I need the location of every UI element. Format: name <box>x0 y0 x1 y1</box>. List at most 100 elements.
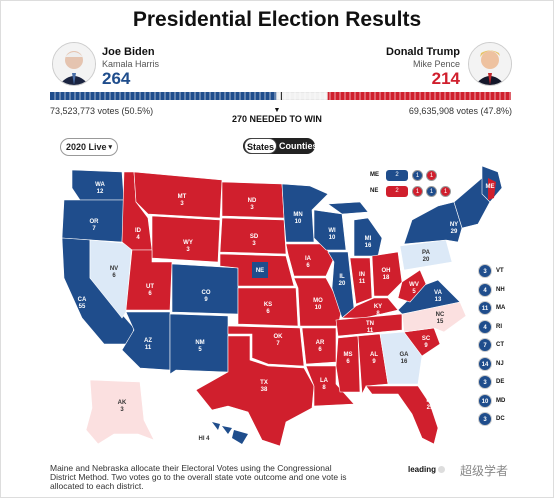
state-wy[interactable]: WY3 <box>151 215 221 263</box>
view-counties-button[interactable]: Counties <box>279 141 315 151</box>
state-ks-ev: 6 <box>266 309 270 315</box>
split-me-label: ME <box>370 172 379 178</box>
state-mo-label: MO <box>313 298 323 304</box>
state-wy-label: WY <box>183 240 193 246</box>
state-sc-label: SC <box>422 336 431 342</box>
small-state-ev-ma[interactable]: 11 <box>478 301 492 315</box>
state-nc-ev: 15 <box>437 319 444 325</box>
state-nd-label: ND <box>248 198 257 204</box>
small-state-ev-ri[interactable]: 4 <box>478 319 492 334</box>
state-or[interactable]: OR7 <box>61 199 125 243</box>
state-tx-label: TX <box>260 380 268 386</box>
small-state-ev-nj[interactable]: 14 <box>478 356 492 371</box>
dem-electoral-votes: 264 <box>102 69 131 88</box>
biden-avatar <box>52 42 96 86</box>
state-me-label: ME <box>486 184 495 190</box>
small-state-ev-nh[interactable]: 4 <box>478 282 492 297</box>
bar-dem-fill <box>50 92 277 100</box>
small-state-label-dc: DC <box>496 416 505 422</box>
state-la-label: LA <box>320 378 329 384</box>
state-mt-label: MT <box>178 194 187 200</box>
view-states-button[interactable]: States <box>244 138 277 154</box>
state-nm-ev: 5 <box>198 347 202 353</box>
state-ca-label: CA <box>78 297 87 303</box>
state-wv[interactable]: WV5 <box>397 269 427 303</box>
needed-to-win-label: ▼ 270 NEEDED TO WIN <box>232 107 322 124</box>
state-oh-ev: 18 <box>383 275 390 281</box>
state-tx-ev: 38 <box>261 387 268 393</box>
state-ne[interactable]: NE <box>219 253 295 287</box>
state-il-ev: 20 <box>339 281 346 287</box>
state-nd[interactable]: ND3 <box>221 181 285 219</box>
state-ny-label: NY <box>450 222 458 228</box>
split-me-district-2: 1 <box>426 170 437 181</box>
state-ak[interactable]: AK3 <box>85 379 155 445</box>
state-fl-label: FL <box>426 398 434 404</box>
state-or-label: OR <box>90 219 100 225</box>
state-ar[interactable]: AR6 <box>301 327 337 365</box>
view-toggle[interactable]: States Counties <box>243 138 315 154</box>
state-ms[interactable]: MS6 <box>335 335 361 393</box>
state-al-ev: 9 <box>372 359 376 365</box>
small-state-ev-md[interactable]: 10 <box>478 393 492 408</box>
state-sd[interactable]: SD3 <box>219 217 287 255</box>
small-state-ev-de[interactable]: 3 <box>478 375 492 389</box>
state-co[interactable]: CO9 <box>171 263 239 315</box>
state-nm[interactable]: NM5 <box>169 313 229 375</box>
rep-running-mate: Mike Pence <box>412 59 460 69</box>
split-ne-chip: 2 <box>386 186 408 197</box>
state-ks-label: KS <box>264 302 272 308</box>
split-ne-district-1: 1 <box>412 186 423 197</box>
state-hi[interactable]: HI 4 <box>198 422 248 444</box>
state-wa-label: WA <box>95 182 105 188</box>
state-ut-label: UT <box>146 284 154 290</box>
bar-background <box>50 92 511 100</box>
trump-avatar <box>468 42 512 86</box>
state-ky-ev: 8 <box>376 311 380 317</box>
dem-running-mate: Kamala Harris <box>102 59 160 69</box>
state-me[interactable]: ME <box>481 165 503 203</box>
state-pa-ev: 20 <box>423 257 430 263</box>
state-nm-label: NM <box>195 340 204 346</box>
small-state-ev-ct[interactable]: 7 <box>478 338 492 352</box>
state-ar-label: AR <box>316 340 325 346</box>
dem-candidate-name: Joe Biden <box>102 46 155 58</box>
state-ks[interactable]: KS6 <box>237 287 299 327</box>
year-selector-label: 2020 Live <box>65 142 107 152</box>
state-va-ev: 13 <box>435 297 442 303</box>
state-co-label: CO <box>202 290 211 296</box>
state-fl-ev: 29 <box>427 405 434 411</box>
state-ok-ev: 7 <box>276 341 280 347</box>
small-state-ev-dc[interactable]: 3 <box>478 412 492 426</box>
state-va-label: VA <box>434 290 443 296</box>
state-tn-ev: 11 <box>367 328 374 334</box>
legend-leading-label: leading <box>408 465 437 474</box>
state-az-ev: 11 <box>145 345 152 351</box>
state-al[interactable]: AL9 <box>357 333 389 396</box>
state-nc-label: NC <box>436 312 445 318</box>
small-state-ev-vt[interactable]: 3 <box>478 264 492 278</box>
state-wi-label: WI <box>328 228 336 234</box>
year-selector[interactable]: 2020 Live ▾ <box>60 138 118 156</box>
state-ok[interactable]: OK7 <box>227 325 305 367</box>
small-state-label-nh: NH <box>496 286 505 293</box>
small-state-label-de: DE <box>496 379 505 385</box>
split-ne-district-3: 1 <box>440 186 451 197</box>
split-ne-label: NE <box>370 188 379 194</box>
state-mt[interactable]: MT3 <box>133 171 223 219</box>
state-wa-ev: 12 <box>97 189 104 195</box>
state-ut[interactable]: UT6 <box>125 249 173 311</box>
